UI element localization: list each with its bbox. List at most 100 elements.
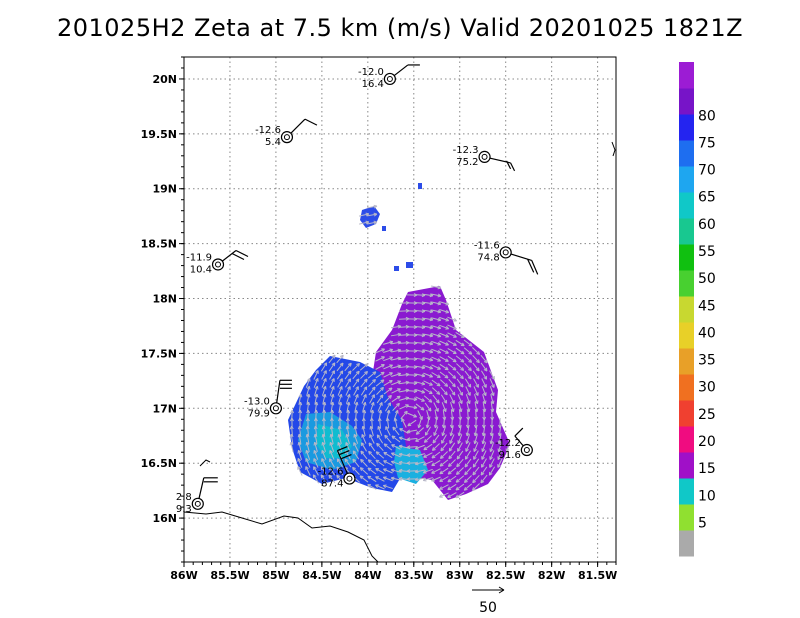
north-blue-blob — [360, 206, 380, 228]
wind-vector-head — [305, 449, 310, 454]
wind-vector — [337, 442, 343, 452]
wind-vector — [456, 378, 464, 388]
wind-vector — [447, 340, 457, 346]
wind-vector-head — [432, 439, 437, 444]
wind-vector — [415, 396, 425, 402]
wind-vector-head — [452, 366, 457, 371]
x-tick-label: 83.5W — [394, 569, 433, 582]
wind-vector-head — [437, 317, 442, 322]
wind-vector — [481, 450, 487, 460]
wind-vector — [489, 450, 495, 460]
colorbar-label: 20 — [698, 434, 716, 450]
wind-vector-head — [331, 378, 335, 382]
wind-vector-head — [306, 409, 311, 414]
wind-vector-head — [355, 378, 360, 383]
colorbar-label: 55 — [698, 244, 716, 260]
wind-vector — [472, 354, 480, 364]
wind-vector-head — [391, 435, 396, 440]
wind-vector — [329, 370, 335, 380]
wind-vector-head — [421, 333, 426, 338]
wind-vector — [383, 468, 393, 474]
station-value: 75.2 — [456, 157, 478, 168]
wind-vector-head — [481, 448, 486, 453]
station-value: 87.4 — [321, 479, 343, 490]
wind-vector-head — [306, 393, 311, 398]
wind-vector-head — [437, 285, 442, 290]
wind-vector-head — [313, 441, 318, 446]
wind-vector-head — [329, 417, 334, 422]
wind-vector-head — [475, 367, 480, 372]
wind-vector — [371, 417, 373, 429]
wind-vector-head — [367, 459, 372, 463]
wind-vector-head — [322, 401, 327, 406]
wind-vector-head — [313, 425, 318, 430]
wind-vector-head — [383, 468, 387, 472]
wind-vector-head — [313, 417, 318, 422]
wind-vector-head — [321, 441, 326, 446]
wind-vector — [299, 425, 301, 437]
wind-vector — [457, 394, 463, 404]
wind-vector — [440, 394, 448, 404]
wind-vector-head — [381, 356, 385, 360]
wind-vector — [439, 340, 449, 346]
wind-vector-head — [297, 457, 302, 462]
wind-vector-head — [450, 408, 455, 413]
wind-vector — [447, 467, 457, 475]
wind-vector-head — [433, 432, 437, 436]
wind-vector-head — [406, 445, 411, 450]
colorbar-segment — [679, 88, 694, 115]
wind-vector-head — [505, 448, 510, 453]
wind-vector-head — [379, 402, 383, 406]
x-tick-label: 82.5W — [486, 569, 525, 582]
wind-vector — [498, 442, 502, 452]
wind-vector — [424, 426, 432, 436]
wind-vector-head — [368, 442, 373, 447]
wind-vector-head — [390, 452, 395, 456]
wind-vector-head — [413, 397, 418, 402]
y-tick-label: 18N — [152, 293, 177, 306]
wind-vector — [424, 402, 432, 412]
wind-vector-head — [437, 349, 442, 354]
wind-vector — [473, 442, 479, 452]
wind-vector — [391, 395, 401, 403]
wind-vector-head — [475, 375, 480, 380]
wind-vector-head — [428, 390, 433, 395]
wind-vector — [465, 442, 471, 452]
wind-vector — [464, 458, 472, 468]
wind-vector — [415, 388, 425, 394]
wind-vector — [406, 437, 418, 441]
y-tick-label: 20N — [152, 73, 177, 86]
wind-vector — [473, 386, 479, 396]
wind-vector-head — [423, 454, 427, 458]
wind-vector — [352, 378, 360, 388]
wind-vector-head — [384, 434, 389, 439]
wind-vector — [472, 370, 480, 380]
wind-vector-head — [330, 385, 335, 390]
wind-vector — [450, 402, 454, 412]
wind-vector — [313, 466, 319, 476]
wind-vector-head — [305, 417, 310, 422]
wind-vector — [464, 450, 472, 460]
wind-vector — [439, 467, 449, 475]
wind-vector-head — [353, 433, 358, 438]
wind-vector — [457, 434, 463, 444]
wind-vector-head — [429, 365, 434, 370]
station-temp: -12.3 — [453, 145, 479, 156]
wind-vector — [306, 425, 310, 437]
wind-vector-head — [429, 374, 434, 378]
wind-vector — [490, 425, 494, 437]
colorbar-segment — [679, 348, 694, 375]
wind-vector-head — [369, 434, 373, 438]
wind-vector — [431, 309, 441, 313]
wind-vector-head — [455, 486, 460, 491]
wind-vector-head — [437, 358, 441, 362]
wind-vector — [399, 428, 409, 434]
wind-vector-head — [375, 484, 379, 488]
wind-vector — [321, 450, 327, 460]
wind-vector — [490, 434, 494, 444]
wind-vector — [474, 401, 478, 413]
colorbar-label: 45 — [698, 298, 716, 314]
wind-vector — [312, 474, 320, 484]
wind-vector-head — [472, 479, 476, 484]
wind-vector — [448, 386, 456, 396]
